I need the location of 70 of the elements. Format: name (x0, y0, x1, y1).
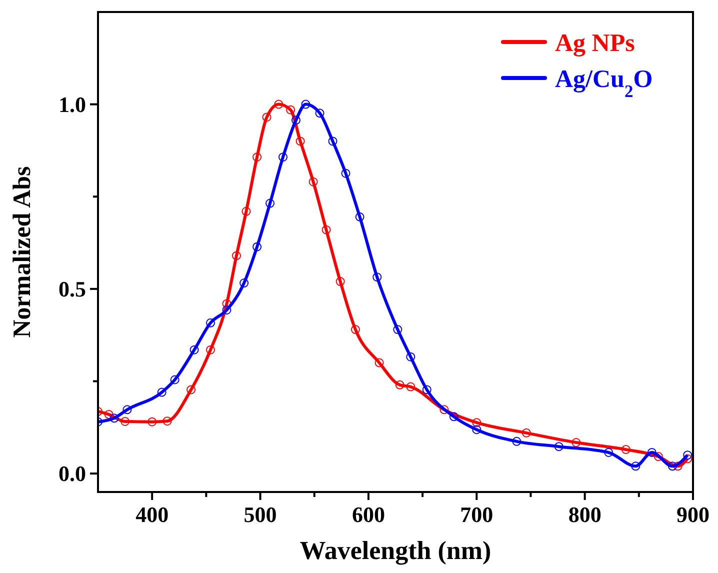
point (621, 445, 630, 454)
point (278, 152, 288, 162)
point (286, 105, 296, 114)
point (673, 462, 682, 471)
point (355, 212, 364, 222)
point (406, 352, 416, 362)
point (647, 448, 656, 457)
x-tick-label: 800 (568, 502, 602, 527)
point (315, 108, 324, 118)
point (604, 448, 614, 457)
legend-label: Ag/Cu$_{2}$O (555, 66, 653, 101)
point (350, 325, 360, 334)
y-tick-label: 0.5 (58, 276, 86, 302)
point (274, 100, 284, 109)
point (322, 225, 331, 234)
point (328, 136, 338, 146)
point (240, 278, 249, 288)
point (308, 177, 318, 186)
point (242, 206, 251, 216)
point (372, 272, 382, 282)
point (406, 382, 416, 392)
point (440, 405, 449, 414)
point (122, 405, 132, 414)
point (374, 358, 384, 368)
point (252, 242, 262, 252)
point (512, 436, 522, 446)
point (668, 462, 677, 471)
point (222, 305, 232, 314)
point (148, 417, 157, 426)
y-tick-label: 1.0 (58, 92, 86, 118)
point (336, 277, 345, 286)
point (206, 345, 216, 354)
y-axis-title: Normalized Abs (9, 166, 36, 338)
point (232, 251, 241, 260)
point (422, 385, 432, 394)
point (110, 414, 119, 423)
point (683, 450, 692, 460)
point (631, 462, 640, 471)
point (449, 412, 458, 422)
point (554, 442, 564, 452)
point (472, 418, 482, 428)
point (186, 385, 196, 394)
point (291, 116, 300, 125)
point (266, 198, 275, 208)
point (157, 388, 166, 397)
point (252, 152, 262, 162)
point (170, 375, 180, 384)
point (296, 136, 305, 146)
x-axis-title: Wavelength (nm) (300, 536, 492, 565)
point (654, 452, 663, 462)
point (104, 410, 114, 419)
x-tick-label: 600 (352, 502, 385, 527)
y-tick-label: 0.0 (58, 461, 86, 486)
point (472, 425, 482, 434)
point (206, 318, 216, 328)
point (395, 380, 404, 390)
x-tick-label: 500 (244, 502, 277, 527)
point (393, 325, 402, 334)
point (572, 438, 581, 448)
x-tick-label: 900 (676, 502, 710, 527)
point (522, 428, 531, 438)
point (162, 416, 172, 426)
point (301, 100, 310, 109)
x-tick-label: 700 (460, 502, 494, 527)
point (262, 112, 272, 122)
legend-label: Ag NPs (555, 30, 636, 57)
point (190, 345, 199, 354)
point (341, 168, 350, 178)
x-tick-label: 400 (136, 502, 169, 527)
point (120, 416, 130, 426)
